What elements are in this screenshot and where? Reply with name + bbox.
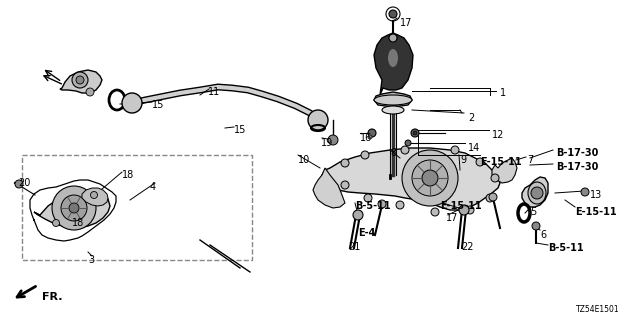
Circle shape <box>361 151 369 159</box>
Circle shape <box>52 186 96 230</box>
Circle shape <box>90 191 97 198</box>
Text: 7: 7 <box>527 155 533 165</box>
Text: E-15-11: E-15-11 <box>440 201 482 211</box>
Circle shape <box>402 150 458 206</box>
Text: TZ54E1501: TZ54E1501 <box>576 305 620 314</box>
Ellipse shape <box>389 35 397 41</box>
Text: 13: 13 <box>590 190 602 200</box>
Circle shape <box>389 34 397 42</box>
Text: 18: 18 <box>72 218 84 228</box>
Text: 5: 5 <box>530 207 536 217</box>
Bar <box>22 155 252 260</box>
Ellipse shape <box>374 95 412 105</box>
Circle shape <box>389 10 397 18</box>
Circle shape <box>368 129 376 137</box>
Text: 15: 15 <box>234 125 246 135</box>
Circle shape <box>466 206 474 214</box>
Text: 9: 9 <box>460 155 466 165</box>
Circle shape <box>476 158 484 166</box>
Circle shape <box>72 72 88 88</box>
Circle shape <box>532 222 540 230</box>
Text: 10: 10 <box>298 155 310 165</box>
Text: 12: 12 <box>492 130 504 140</box>
Circle shape <box>411 129 419 137</box>
Polygon shape <box>522 177 548 207</box>
Ellipse shape <box>382 106 404 114</box>
Circle shape <box>341 181 349 189</box>
Ellipse shape <box>528 182 546 204</box>
Circle shape <box>61 195 87 221</box>
Text: 16: 16 <box>360 133 372 143</box>
Circle shape <box>486 194 494 202</box>
Circle shape <box>341 159 349 167</box>
Text: FR.: FR. <box>42 292 63 302</box>
Text: B-17-30: B-17-30 <box>556 148 598 158</box>
Text: E-15-11: E-15-11 <box>575 207 616 217</box>
Text: 19: 19 <box>321 138 333 148</box>
Polygon shape <box>60 70 102 93</box>
Text: 3: 3 <box>88 255 94 265</box>
Circle shape <box>405 140 411 146</box>
Circle shape <box>396 201 404 209</box>
Circle shape <box>413 131 417 135</box>
Polygon shape <box>374 33 413 95</box>
Circle shape <box>422 170 438 186</box>
Text: B-5-11: B-5-11 <box>548 243 584 253</box>
Circle shape <box>412 160 448 196</box>
Circle shape <box>122 93 142 113</box>
Circle shape <box>76 76 84 84</box>
Circle shape <box>69 203 79 213</box>
Text: 20: 20 <box>18 178 30 188</box>
Text: 21: 21 <box>348 242 360 252</box>
Text: 14: 14 <box>468 143 480 153</box>
Polygon shape <box>34 191 110 228</box>
Circle shape <box>401 146 409 154</box>
Polygon shape <box>492 158 517 183</box>
Circle shape <box>353 210 363 220</box>
Text: 8: 8 <box>390 148 396 158</box>
Circle shape <box>86 88 94 96</box>
Text: 1: 1 <box>500 88 506 98</box>
Text: B-17-30: B-17-30 <box>556 162 598 172</box>
Text: E-4: E-4 <box>358 228 376 238</box>
Circle shape <box>328 135 338 145</box>
Circle shape <box>531 187 543 199</box>
Text: 18: 18 <box>122 170 134 180</box>
Text: 17: 17 <box>400 18 412 28</box>
Circle shape <box>364 194 372 202</box>
Circle shape <box>15 180 23 188</box>
Circle shape <box>368 135 372 139</box>
Circle shape <box>459 205 469 215</box>
Circle shape <box>581 188 589 196</box>
Text: 17: 17 <box>446 213 458 223</box>
Text: E-15-11: E-15-11 <box>480 157 522 167</box>
Circle shape <box>378 200 386 208</box>
Text: 2: 2 <box>468 113 474 123</box>
Polygon shape <box>82 188 108 206</box>
Circle shape <box>451 146 459 154</box>
Text: 6: 6 <box>540 230 546 240</box>
Polygon shape <box>313 168 345 208</box>
Circle shape <box>52 220 60 227</box>
Ellipse shape <box>388 49 398 67</box>
Circle shape <box>489 193 497 201</box>
Circle shape <box>491 174 499 182</box>
Text: 11: 11 <box>208 87 220 97</box>
Polygon shape <box>322 148 500 210</box>
Text: B-5-11: B-5-11 <box>355 201 390 211</box>
Text: 15: 15 <box>152 100 164 110</box>
Polygon shape <box>374 92 412 107</box>
Circle shape <box>308 110 328 130</box>
Text: 22: 22 <box>461 242 474 252</box>
Circle shape <box>431 208 439 216</box>
Text: 4: 4 <box>150 182 156 192</box>
